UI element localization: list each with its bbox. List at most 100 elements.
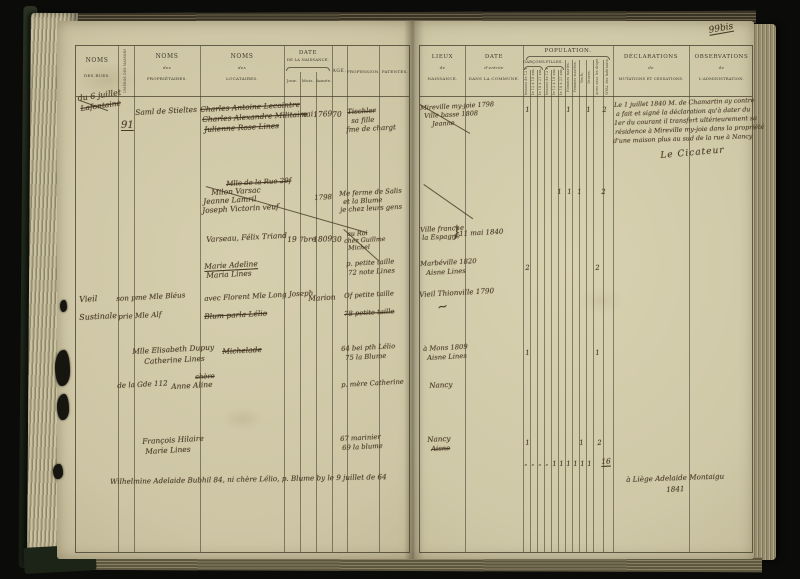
header-separator-line — [76, 96, 409, 97]
handwriting-note: Blum parla Lélio — [203, 308, 268, 321]
handwriting-note: 1 — [566, 459, 571, 468]
handwriting-note: 1 — [577, 187, 582, 196]
handwriting-note: prie Mle Alf — [117, 309, 162, 321]
header-filles: FILLES. — [545, 59, 564, 64]
ink-blob — [57, 394, 69, 420]
right-page — [414, 21, 754, 559]
column-line — [593, 60, 594, 552]
column-line — [332, 46, 333, 552]
handwriting-note: 2 — [595, 263, 600, 272]
handwriting-note: 70 — [331, 109, 342, 119]
header-lieux-de: de — [439, 65, 446, 70]
handwriting-note: je chez leurs gens — [339, 202, 403, 214]
left-table: NOMS DES RUES. NUMÉROS DES MAISONS. NOMS… — [75, 45, 410, 553]
handwriting-note: 69 la blume — [341, 441, 383, 452]
garcons-brace — [524, 66, 543, 70]
handwriting-note: Catherine Lines — [143, 353, 205, 366]
handwriting-note: 1798 — [314, 193, 333, 202]
handwriting-note: 1 — [566, 105, 571, 114]
header-garcons: GARÇONS. — [523, 59, 547, 64]
header-locataires: NOMS — [230, 53, 254, 60]
handwriting-note: Aisne Lines — [426, 351, 468, 362]
column-line — [118, 46, 119, 552]
ink-blob — [60, 300, 67, 312]
handwriting-note: 19 — [286, 234, 297, 244]
header-date-entree-sub: DANS LA COMMUNE. — [468, 76, 520, 81]
right-table: LIEUX de NAISSANCE. DATE d'entrée DANS L… — [419, 45, 753, 553]
header-declarations: DÉCLARATIONS — [623, 54, 679, 60]
header-population: POPULATION. — [544, 48, 592, 54]
header-declarations-de: de — [648, 65, 654, 70]
handwriting-note: 1 — [579, 438, 584, 447]
handwriting-note: 1 — [595, 348, 600, 357]
column-line — [603, 60, 604, 552]
header-locataires-de: des — [238, 65, 246, 70]
column-line — [565, 60, 566, 552]
handwriting-note: 75 la Blume — [344, 351, 387, 362]
handwriting-note: 1 — [580, 459, 585, 468]
population-brace — [526, 56, 610, 60]
header-lieux: LIEUX — [431, 54, 454, 60]
handwriting-note: Sustinale — [79, 311, 118, 322]
column-line — [465, 46, 466, 552]
handwriting-note: avec Florent Mle Long Joseph — [203, 288, 314, 303]
handwriting-note: Julienne Rose Lines — [203, 121, 280, 134]
folio-number: 99bis — [708, 21, 735, 36]
header-observations-de: de — [718, 65, 725, 70]
column-line — [586, 60, 587, 552]
header-date-entree-de: d'entrée — [484, 65, 504, 70]
handwriting-note: 2 — [597, 438, 602, 447]
header-jour: Jour. — [286, 78, 298, 83]
header-observations-sub: L'ADMINISTRATION. — [699, 76, 744, 81]
handwriting-note: 1 — [573, 459, 578, 468]
column-line — [572, 60, 573, 552]
handwriting-note: Marion — [307, 292, 336, 303]
handwriting-note: Jeanne — [431, 118, 455, 128]
header-profession: PROFESSION. — [347, 69, 380, 74]
handwriting-note: 1841 — [665, 484, 685, 494]
handwriting-note: 11 mai 1840 — [459, 227, 504, 238]
header-noms-rues: NOMS — [85, 57, 109, 64]
header-separator-line — [420, 96, 752, 97]
handwriting-note: 1 — [552, 459, 557, 468]
ink-blob — [53, 464, 63, 479]
handwriting-note: 2 — [602, 105, 607, 114]
handwriting-note: „ — [523, 459, 528, 467]
handwriting-note: 2 — [601, 187, 606, 196]
column-line — [316, 72, 317, 552]
header-declarations-sub: MUTATIONS ET CESSATIONS. — [618, 76, 684, 81]
handwriting-note: 30 — [331, 234, 342, 244]
handwriting-note: 72 note Lines — [347, 266, 396, 277]
handwriting-note: 2 — [525, 263, 530, 272]
handwriting-note: Aisne Lines — [425, 266, 467, 277]
header-date-naissance: DATE — [298, 50, 318, 56]
header-age: AGE. — [332, 69, 347, 74]
handwriting-note: Anne Aline — [170, 379, 213, 391]
header-mois: Mois. — [301, 78, 315, 83]
handwriting-note: } — [452, 225, 461, 241]
filles-brace — [545, 66, 564, 70]
header-proprietaires: NOMS — [155, 53, 179, 60]
signature: Le Cicateur — [660, 145, 726, 161]
column-line — [558, 70, 559, 552]
handwriting-note: 91 — [121, 120, 134, 131]
column-line — [579, 60, 580, 552]
handwriting-note: Vieil Thionville 1790 — [418, 286, 495, 299]
page-stack-right — [753, 24, 776, 560]
handwriting-note: Nancy — [426, 433, 451, 444]
handwriting-note: Vieil — [79, 294, 98, 304]
date-brace — [286, 67, 330, 71]
handwriting-note: 1 — [587, 459, 592, 468]
handwriting-note: Aisne — [430, 444, 451, 453]
handwriting-note: de la Gde 112 — [116, 378, 168, 390]
header-date-entree: DATE — [484, 54, 504, 60]
column-line — [347, 46, 348, 552]
handwriting-note: Michelade — [221, 344, 263, 356]
header-lieux-sub: NAISSANCE. — [427, 76, 458, 81]
column-line — [544, 70, 545, 552]
header-patentes: PATENTES. — [381, 69, 409, 74]
handwriting-note: 1 — [525, 105, 530, 114]
handwriting-note: Maria Lines — [205, 268, 252, 280]
handwriting-note: Varseau, Félix Triand — [205, 230, 288, 244]
